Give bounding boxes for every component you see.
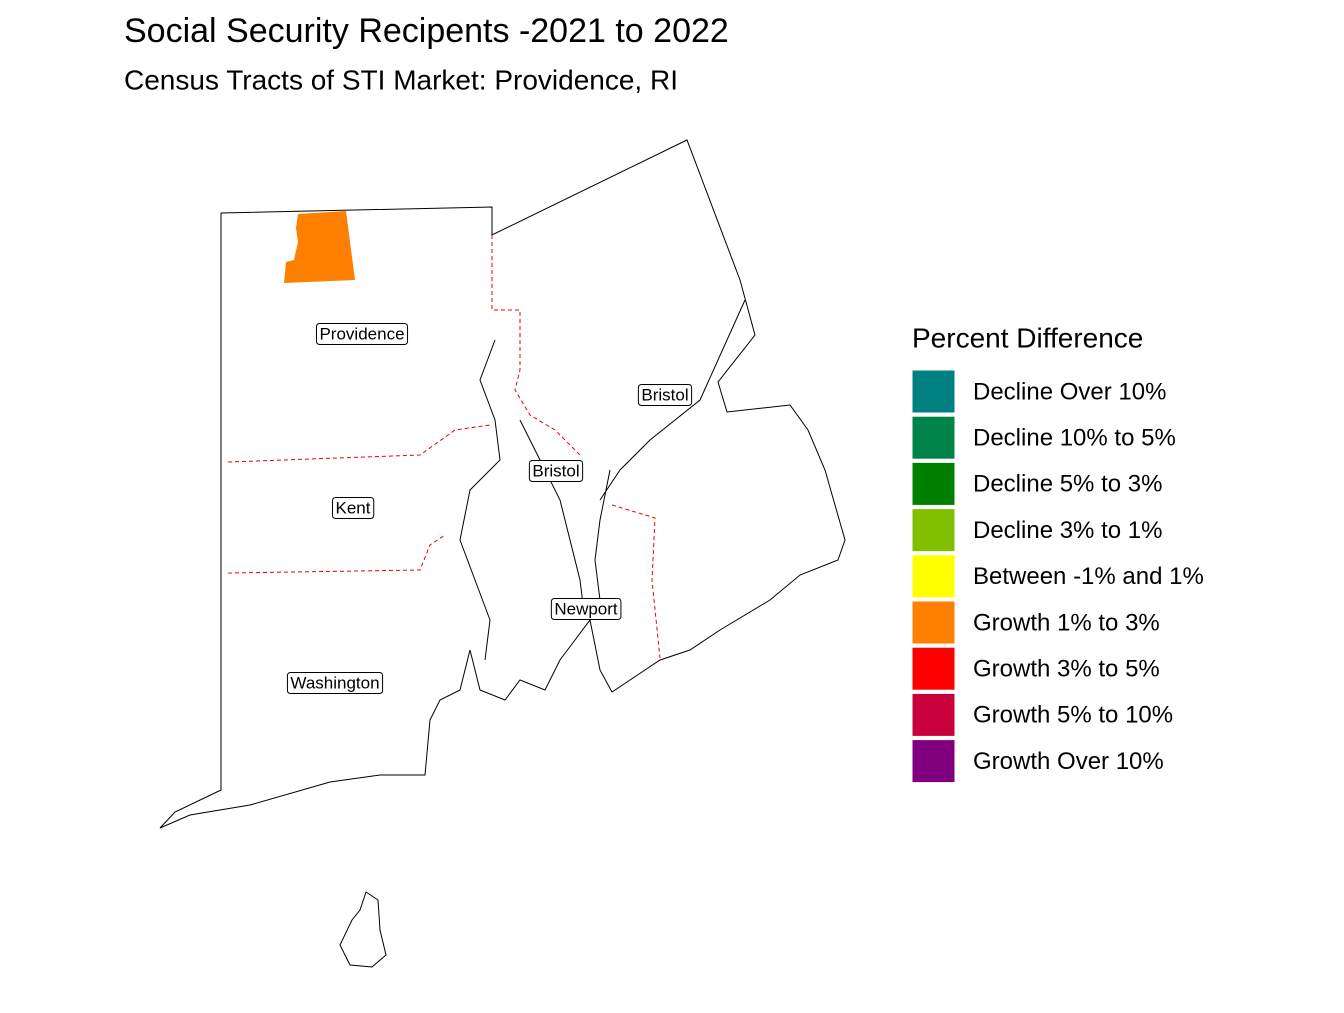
county-label: Washington — [290, 673, 379, 692]
county-label: Newport — [554, 599, 618, 618]
county-label-box — [286, 671, 384, 694]
legend-label: Decline 3% to 1% — [973, 517, 1162, 544]
subtitle: Census Tracts of STI Market: Providence,… — [124, 64, 678, 95]
legend: Decline Over 10% Decline 10% to 5% Decline… — [911, 369, 1204, 784]
legend-label: Between -1% and 1% — [973, 563, 1204, 590]
county-label-box — [315, 322, 409, 345]
county-label: Kent — [336, 498, 371, 517]
legend-swatch — [911, 554, 956, 599]
county-labels: Providence Bristol Bristol Kent Newport Washi… — [286, 322, 693, 694]
legend-swatch — [911, 600, 956, 645]
legend-swatch — [911, 692, 956, 737]
legend-label: Decline 5% to 3% — [973, 471, 1162, 498]
county-boundary — [227, 235, 661, 659]
legend-swatch — [911, 369, 956, 414]
legend-label: Growth 1% to 3% — [973, 609, 1160, 636]
county-label-box — [637, 383, 693, 406]
county-label: Bristol — [532, 461, 579, 480]
title: Social Security Recipents -2021 to 2022 — [124, 12, 729, 50]
legend-swatch — [911, 508, 956, 553]
legend-label: Growth 3% to 5% — [973, 656, 1160, 683]
block-island — [339, 891, 387, 968]
county-label-box — [332, 496, 375, 519]
state-map — [159, 139, 846, 968]
legend-swatch — [911, 739, 956, 784]
legend-label: Growth Over 10% — [973, 748, 1164, 775]
county-label: Providence — [319, 324, 404, 343]
legend-swatch — [911, 461, 956, 506]
state-outline — [159, 139, 846, 829]
legend-swatch — [911, 415, 956, 460]
legend-label: Decline 10% to 5% — [973, 425, 1176, 452]
legend-title: Percent Difference — [912, 322, 1143, 353]
bay-shore — [459, 299, 746, 661]
legend-swatch — [911, 646, 956, 691]
county-label: Bristol — [641, 385, 688, 404]
legend-label: Growth 5% to 10% — [973, 702, 1173, 729]
county-label-box — [528, 459, 584, 482]
tract-growth-1-3 — [284, 211, 355, 283]
legend-label: Decline Over 10% — [973, 378, 1166, 405]
county-label-box — [550, 597, 622, 620]
